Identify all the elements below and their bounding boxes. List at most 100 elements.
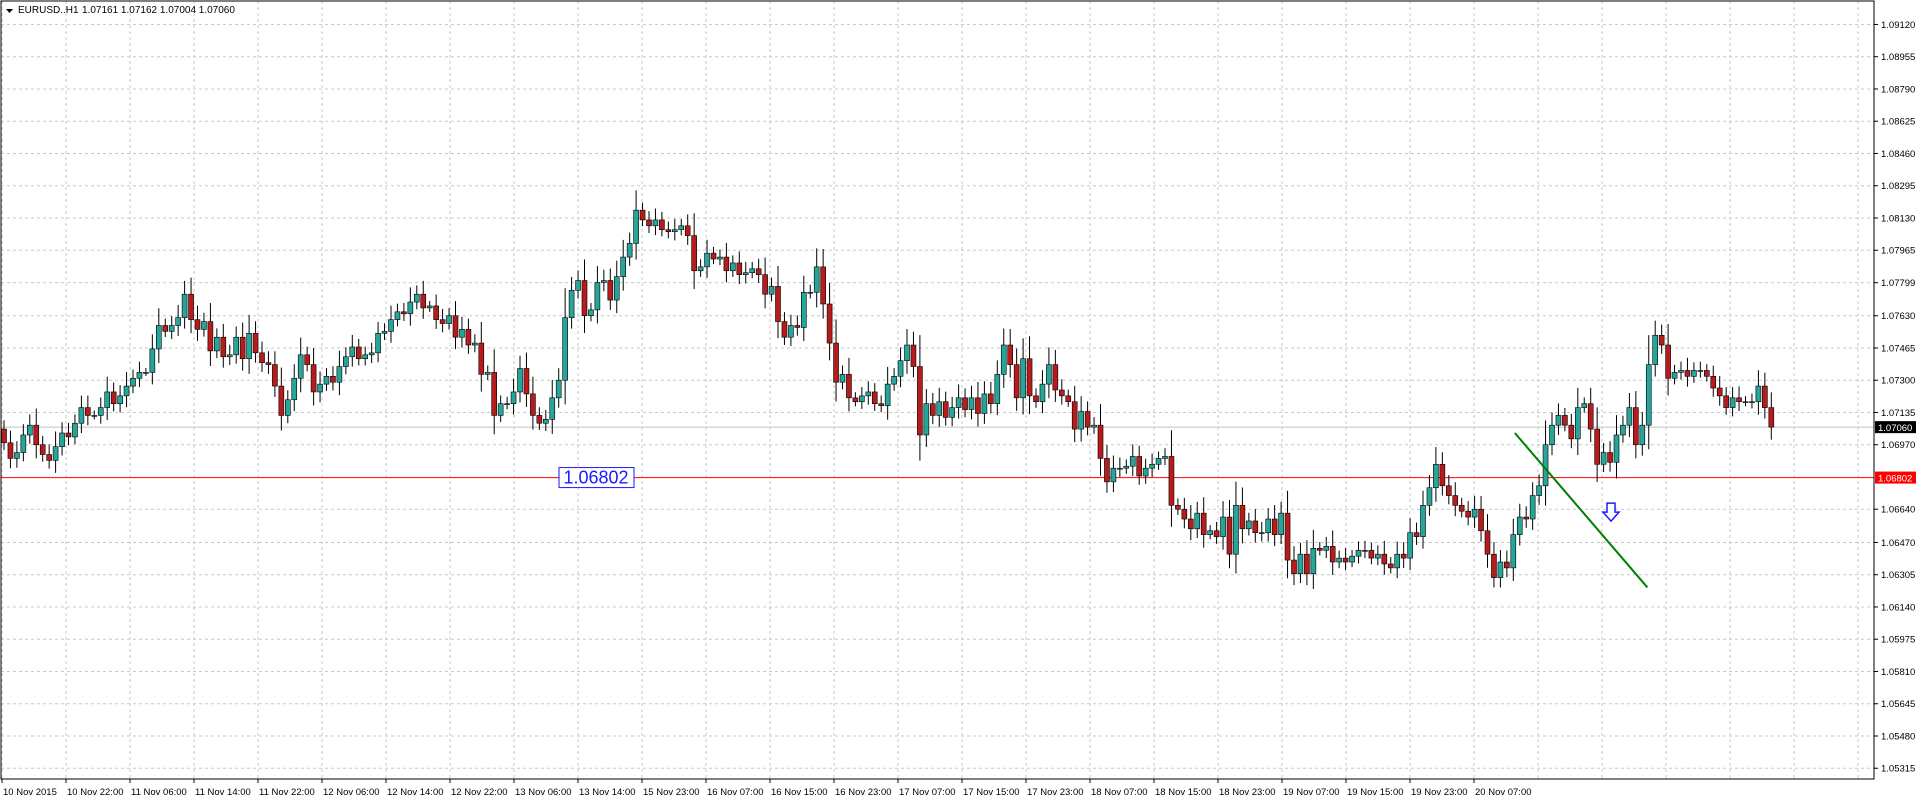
time-tick-label: 18 Nov 23:00 <box>1219 787 1276 798</box>
time-tick-label: 16 Nov 23:00 <box>835 787 892 798</box>
candle-body-bull <box>949 407 955 418</box>
candle <box>717 249 723 266</box>
candle <box>1497 549 1504 588</box>
candle <box>523 352 530 407</box>
candle <box>601 269 607 292</box>
dropdown-triangle-icon[interactable] <box>6 9 13 13</box>
candle <box>362 346 369 366</box>
candle-body-bull <box>1620 424 1626 436</box>
candle-body-bear <box>1052 364 1059 391</box>
candle <box>510 378 517 415</box>
candle <box>691 213 697 290</box>
candle-body-bear <box>194 319 201 330</box>
candle <box>1691 362 1697 384</box>
candle-body-bear <box>1226 516 1233 555</box>
horizontal-line-layer[interactable]: 1.06802 <box>1 467 1874 489</box>
candle <box>1768 392 1775 440</box>
candle-body-bull <box>1020 358 1026 399</box>
candle <box>1355 541 1362 564</box>
candle <box>323 368 330 391</box>
candle <box>1059 379 1065 405</box>
candle-body-bull <box>1297 553 1304 575</box>
candle-body-bear <box>684 225 691 236</box>
candle-body-bull <box>394 311 401 320</box>
time-tick-label: 17 Nov 07:00 <box>899 787 956 798</box>
candle-body-bull <box>446 315 452 324</box>
candle-body-bull <box>1375 553 1381 559</box>
plot-frame <box>0 0 1875 780</box>
candle-body-bull <box>297 354 304 379</box>
price-tick-label: 1.06640 <box>1881 505 1915 516</box>
candle <box>1136 445 1142 485</box>
candle <box>1020 338 1026 415</box>
candle-body-bear <box>1387 563 1394 569</box>
candle <box>1613 415 1620 479</box>
candle-body-bull <box>1749 401 1755 404</box>
candle-body-bull <box>594 282 601 311</box>
candle <box>168 316 175 340</box>
candle-body-bear <box>762 274 768 295</box>
candle-body-bull <box>104 391 110 408</box>
candle <box>678 218 685 236</box>
candle-body-bull <box>149 348 156 373</box>
candle <box>917 335 923 461</box>
candle-body-bear <box>1633 407 1639 446</box>
candle <box>1007 329 1014 378</box>
chart-header: EURUSD..H1 1.07161 1.07162 1.07004 1.070… <box>6 5 235 16</box>
candle <box>639 202 646 227</box>
candle-body-bull <box>1129 456 1136 467</box>
horizontal-line-label-box[interactable] <box>558 467 635 489</box>
price-tick-label: 1.08790 <box>1881 84 1915 95</box>
candle-body-bull <box>1626 407 1633 426</box>
candle <box>730 255 736 277</box>
trend-line[interactable] <box>1514 432 1649 589</box>
candle-body-bear <box>85 407 91 416</box>
candle-body-bear <box>1304 553 1310 575</box>
candle-body-bear <box>439 319 446 324</box>
candle-body-bull <box>1039 383 1046 403</box>
candle <box>607 268 614 310</box>
candle <box>749 261 756 279</box>
sell-arrow-down-icon[interactable] <box>1601 502 1621 523</box>
candle-body-bear <box>420 293 427 309</box>
candle <box>626 232 633 266</box>
candle-body-bear <box>1033 395 1039 403</box>
price-axis[interactable]: 1.09120 1.08955 1.08790 1.08625 1.08460 1.082… <box>1874 20 1916 775</box>
candle-body-bear <box>478 342 485 375</box>
candle-body-bull <box>749 268 756 274</box>
candle <box>1594 407 1600 483</box>
candle <box>130 369 136 394</box>
price-tick-label: 1.05645 <box>1881 699 1915 710</box>
candle-body-bull <box>1549 424 1555 446</box>
candle-body-bear <box>1439 463 1446 487</box>
time-tick-label: 12 Nov 22:00 <box>451 787 508 798</box>
candle <box>1387 557 1394 574</box>
candle <box>942 391 949 426</box>
current-price-label: 1.07060 <box>1878 423 1912 434</box>
annotations[interactable] <box>1514 432 1649 589</box>
candles <box>1 190 1775 589</box>
candle <box>794 315 801 336</box>
candle <box>1097 404 1104 476</box>
candle <box>542 409 549 431</box>
price-tick-label: 1.06140 <box>1881 602 1915 613</box>
candle-body-bull <box>52 446 59 461</box>
candle <box>1336 550 1342 569</box>
candle-body-bull <box>226 354 233 358</box>
candle-body-bull <box>652 219 659 227</box>
candle <box>1575 387 1581 456</box>
candle <box>1291 546 1297 586</box>
candle <box>278 367 285 431</box>
time-axis[interactable]: 10 Nov 2015 10 Nov 22:00 11 Nov 06:00 11 No… <box>1 779 1532 798</box>
candle-body-bull <box>1510 534 1517 569</box>
candle <box>1433 447 1439 502</box>
candle-body-bull <box>1581 403 1588 408</box>
candle-body-bull <box>620 256 627 277</box>
candle <box>1600 443 1607 473</box>
candle <box>1349 549 1355 568</box>
candle-body-bull <box>1678 370 1684 373</box>
candle <box>1123 459 1130 474</box>
candle-body-bear <box>278 385 285 416</box>
